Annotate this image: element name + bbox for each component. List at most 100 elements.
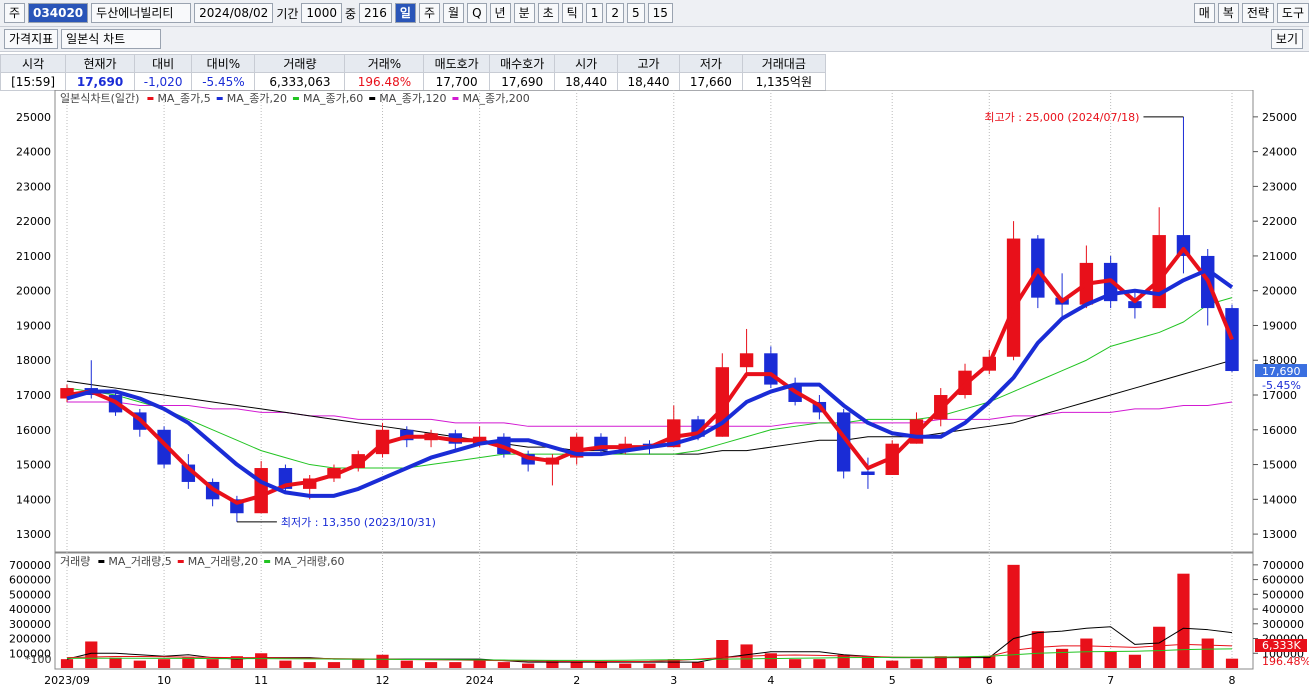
ma-line [66,246,1234,505]
interval-button[interactable]: 초 [537,3,559,23]
low-annotation: 최저가 : 13,350 (2023/10/31) [281,516,436,529]
x-tick-label: 2 [573,674,580,686]
y-tick-label-right: 25000 [1262,111,1297,124]
legend-swatch [98,560,105,563]
chart-style-select[interactable]: 일본식 차트 [61,29,162,49]
volume-tick-label-right: 500000 [1262,588,1304,601]
quote-cell: 저가 [679,54,743,73]
quote-cell: 대비% [191,54,256,73]
y-tick-label: 20000 [16,285,51,298]
quote-row: 시각 현재가 대비 대비% 거래량 거래% 매도호가 매수호가 시가 고가 저가 거래대금 [0,54,827,73]
last-ratio: 196.48% [1262,655,1309,668]
tool-button[interactable]: 전략 [1241,3,1274,23]
quote-cell: 현재가 [65,54,135,73]
legend-entry: MA_거래량,60 [274,555,344,568]
volume-bar [983,656,996,668]
interval-button[interactable]: 일 [394,3,416,23]
quote-cell: 거래% [344,54,425,73]
indicator-button[interactable]: 가격지표 [4,29,59,49]
volume-bar [85,641,98,668]
x-tick-label: 8 [1229,674,1236,686]
toolbar-2: 가격지표 일본식 차트 보기 [0,27,1309,52]
volume-tick-label: 500000 [9,588,51,601]
legend-swatch [369,97,376,100]
x-tick-label: 10 [157,674,171,686]
quote-cell: 시각 [0,54,67,73]
legend-entry: MA_거래량,20 [188,555,258,568]
tool-button[interactable]: 도구 [1276,3,1309,23]
x-tick-label: 5 [889,674,896,686]
y-tick-label: 23000 [16,180,51,193]
ma-line [67,401,1233,427]
interval-button[interactable]: 2 [606,3,624,23]
volume-bar [522,663,535,668]
quote-row: [15:59] 17,690 -1,020 -5.45% 6,333,063 196.48… [0,72,827,91]
interval-button[interactable]: 5 [626,3,645,23]
date-input[interactable]: 2024/08/02 [194,3,274,23]
volume-bar [813,659,826,668]
interval-button[interactable]: 월 [443,3,465,23]
interval-button[interactable]: 년 [489,3,511,23]
legend-swatch [452,97,459,100]
price-panel [54,90,1254,553]
code-input[interactable]: 034020 [28,3,89,23]
volume-bar [1007,564,1020,668]
candle-body [861,471,875,475]
legend-swatch [216,97,223,100]
volume-bar [133,660,146,668]
volume-bar [910,659,923,668]
unit-label: *100 [25,653,52,666]
volume-bar [109,657,122,668]
candle-body [1006,238,1021,357]
zoom-input[interactable]: 216 [359,3,392,23]
y-tick-label: 25000 [16,111,51,124]
volume-bar [1153,626,1166,668]
volume-bar [934,656,947,668]
volume-bar [327,662,341,668]
last-volume: 6,333K [1262,639,1301,652]
x-tick-label: 2023/09 [44,674,90,686]
volume-bar [206,659,219,668]
quote-cell: [15:59] [0,72,67,91]
volume-bar [643,663,656,668]
volume-bar [594,662,608,668]
x-tick-label: 4 [767,674,774,686]
volume-bar [837,654,850,668]
quote-cell: 17,660 [679,72,743,91]
y-tick-label-right: 21000 [1262,250,1297,263]
quote-cell: 17,690 [488,72,556,91]
tool-button[interactable]: 복 [1217,3,1239,23]
name-field[interactable]: 두산에너빌리티 [91,3,192,23]
x-tick-label: 11 [254,674,268,686]
quote-cell: 대비 [133,54,193,73]
last-volume-box [1255,639,1307,652]
volume-bar [861,656,875,668]
interval-button[interactable]: 분 [513,3,535,23]
interval-button[interactable]: 틱 [561,3,583,23]
interval-button[interactable]: 15 [647,3,673,23]
quote-cell: 매도호가 [423,54,490,73]
y-tick-label-right: 14000 [1262,493,1297,506]
legend-entry: MA_종가,20 [227,92,287,105]
legend-entry: MA_종가,60 [303,92,363,105]
y-tick-label: 16000 [16,424,51,437]
interval-button[interactable]: 1 [585,3,604,23]
candle-body [1128,301,1142,309]
last-price: 17,690 [1262,365,1301,378]
toolbar: 주 034020 두산에너빌리티 2024/08/02 기간 1000 중 216 일 주 월 Q 년 분… [0,0,1309,27]
view-button[interactable]: 보기 [1270,29,1303,49]
market-button[interactable]: 주 [4,3,26,23]
y-tick-label: 13000 [16,528,51,541]
period-input[interactable]: 1000 [301,3,342,23]
quote-cell: 거래량 [254,54,346,73]
quote-cell: 17,690 [65,72,135,91]
interval-button[interactable]: 주 [418,3,441,23]
tool-button[interactable]: 매 [1193,3,1215,23]
x-tick-label: 6 [986,674,993,686]
volume-tick-label-right: 400000 [1262,603,1304,616]
y-tick-label-right: 15000 [1262,459,1297,472]
volume-tick-label-right: 300000 [1262,618,1304,631]
interval-button[interactable]: Q [467,3,487,23]
volume-tick-label: 300000 [9,618,51,631]
volume-bar [716,640,729,668]
